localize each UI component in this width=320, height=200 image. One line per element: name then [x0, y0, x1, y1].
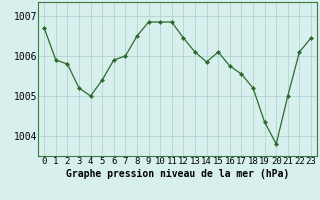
X-axis label: Graphe pression niveau de la mer (hPa): Graphe pression niveau de la mer (hPa)	[66, 169, 289, 179]
